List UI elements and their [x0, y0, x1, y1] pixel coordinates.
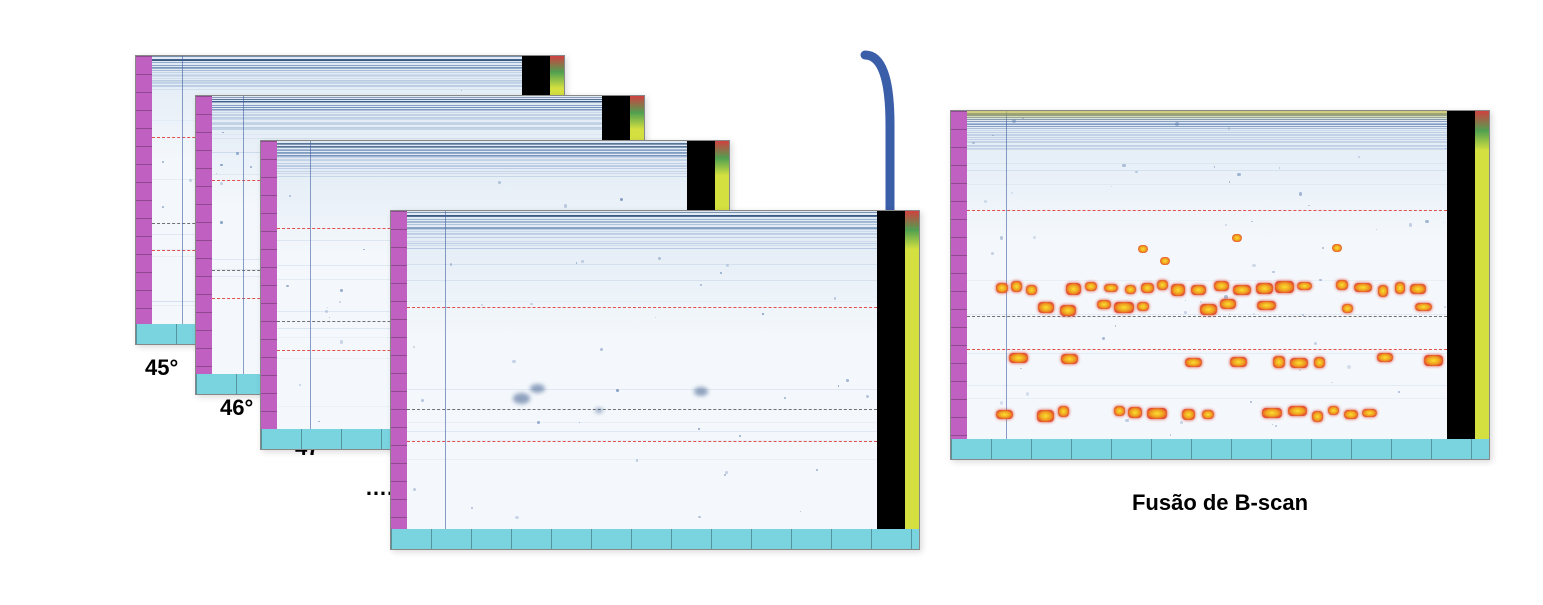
- result-caption: Fusão de B-scan: [950, 490, 1490, 516]
- bottom-ruler: [951, 439, 1489, 459]
- right-color-bar: [1475, 111, 1489, 439]
- y-axis: [136, 56, 152, 324]
- ellipsis-label: ….: [365, 475, 393, 501]
- y-axis: [196, 96, 212, 374]
- y-axis: [261, 141, 277, 429]
- result-scan-panel: [950, 110, 1490, 460]
- stacked-scans-container: 45° 46° 47° ….: [100, 55, 860, 525]
- bottom-ruler: [391, 529, 919, 549]
- right-black-strip: [1447, 111, 1475, 439]
- y-axis: [391, 211, 407, 529]
- right-black-strip: [877, 211, 905, 529]
- plot-area: [407, 211, 877, 529]
- y-axis: [951, 111, 967, 439]
- right-color-bar: [905, 211, 919, 529]
- angle-label: 46°: [220, 395, 253, 421]
- input-scan-panel: [390, 210, 920, 550]
- plot-area-result: [967, 111, 1447, 439]
- angle-label: 45°: [145, 355, 178, 381]
